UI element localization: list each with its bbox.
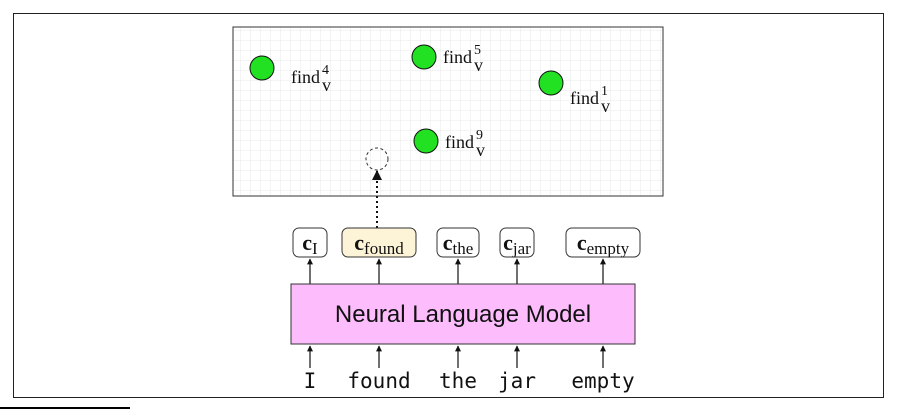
point-label-sup: 5 [474, 43, 481, 58]
context-label: cI [302, 230, 318, 258]
context-box [436, 227, 480, 258]
context-main: c [443, 230, 453, 255]
token-I: I [304, 345, 317, 393]
point-label-sup: 9 [476, 128, 483, 143]
context-sub: the [452, 239, 473, 258]
context-label: cfound [354, 230, 404, 258]
point-label-sub: v [476, 140, 485, 160]
context-main: c [302, 230, 312, 255]
context-label: cempty [577, 230, 630, 258]
token-label: found [347, 369, 410, 393]
token-jar: jar [498, 345, 536, 393]
context-main: c [503, 230, 513, 255]
embedding-space-panel [232, 26, 664, 197]
token-empty: empty [571, 345, 635, 393]
context-vectors: cI cfound cthe cjar cempty [292, 227, 641, 284]
point-marker [249, 55, 275, 81]
point-marker [413, 128, 439, 154]
footnote-rule [0, 407, 130, 409]
context-sub: found [364, 239, 404, 258]
context-vector-jar: cjar [499, 227, 535, 284]
context-vector-found: cfound [341, 227, 417, 284]
token-the: the [439, 345, 477, 393]
point-label-sub: v [322, 75, 331, 95]
context-sub: I [312, 239, 318, 258]
context-sub: empty [587, 239, 630, 258]
point-label-sup: 4 [322, 63, 329, 78]
point-label-sub: v [474, 55, 483, 75]
context-vector-I: cI [292, 227, 328, 284]
context-box [292, 227, 328, 258]
context-box [565, 227, 641, 258]
context-box [499, 227, 535, 258]
token-found: found [347, 345, 411, 393]
point-label-sup: 1 [601, 84, 608, 99]
token-label: the [439, 369, 477, 393]
context-label: cthe [443, 230, 474, 258]
point-label-sub: v [601, 96, 610, 116]
context-label: cjar [503, 230, 531, 258]
context-vector-the: cthe [436, 227, 480, 284]
token-label: I [304, 369, 317, 393]
context-box [341, 227, 417, 258]
token-label: jar [498, 369, 536, 393]
context-main: c [577, 230, 587, 255]
token-label: empty [571, 369, 634, 393]
model-label: Neural Language Model [335, 301, 591, 328]
context-main: c [354, 230, 364, 255]
model-box [290, 283, 636, 345]
context-vector-empty: cempty [565, 227, 641, 284]
point-marker [538, 70, 564, 96]
point-marker [411, 44, 437, 70]
language-model: Neural Language Model [290, 283, 636, 345]
context-sub: jar [512, 239, 531, 258]
